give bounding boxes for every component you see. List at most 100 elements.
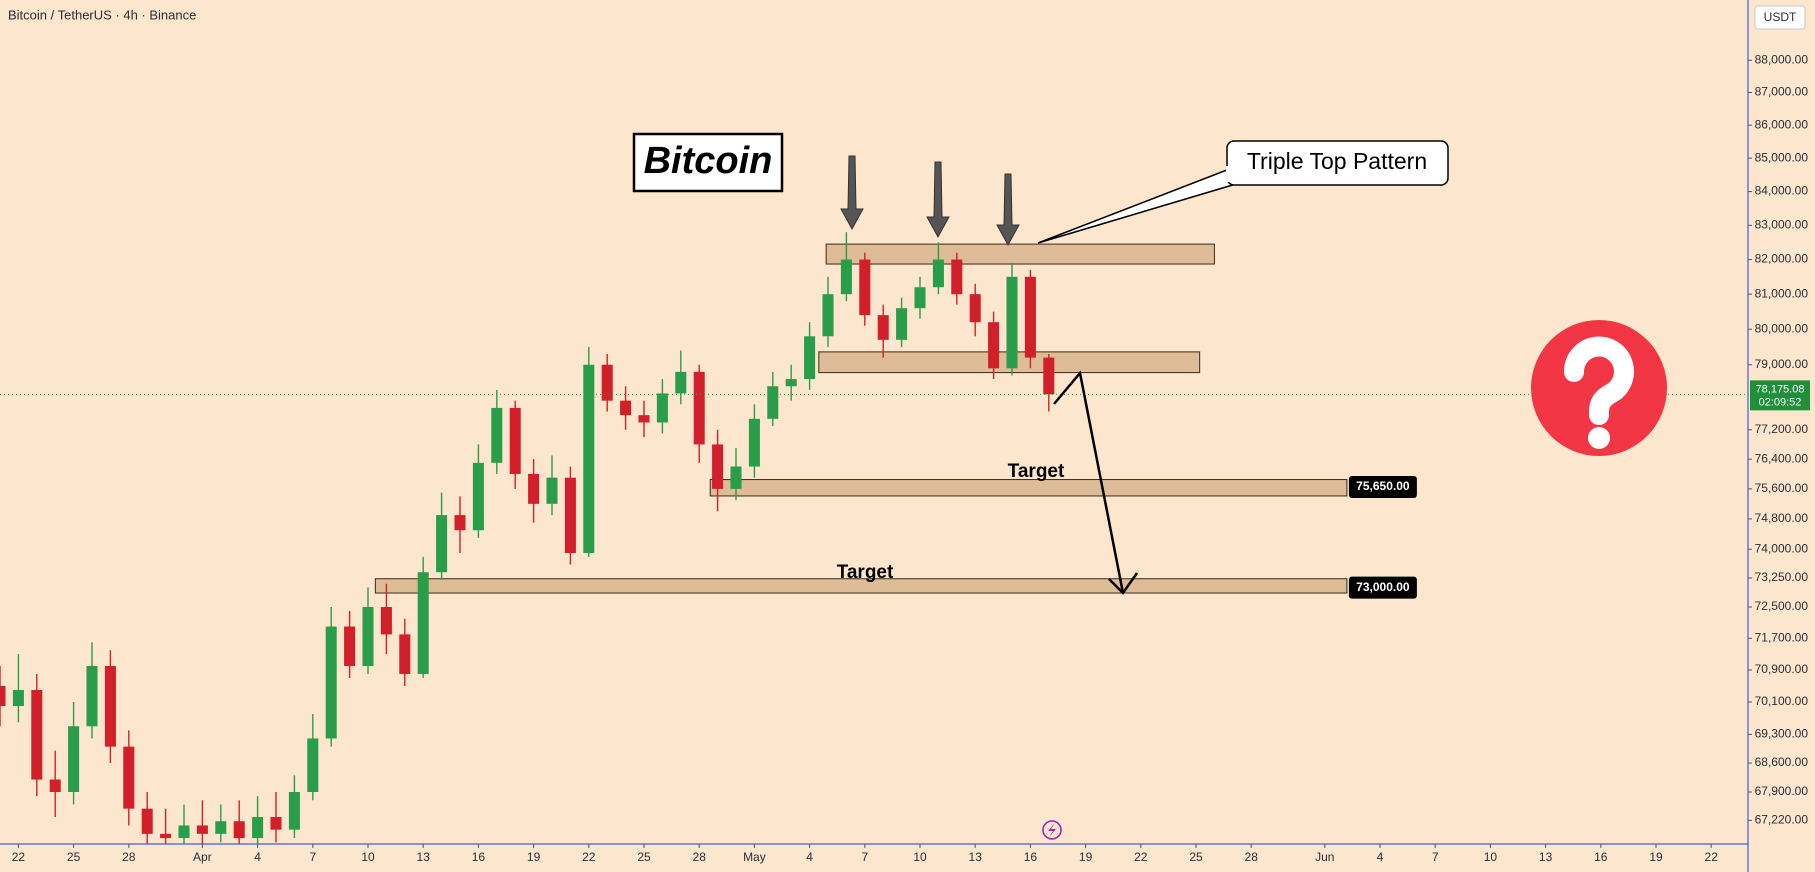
candle-body: [656, 393, 668, 423]
currency-box[interactable]: [1754, 5, 1806, 30]
candle-body: [454, 515, 466, 531]
candle-body: [932, 259, 944, 288]
candle-body: [620, 400, 632, 416]
x-tick-label: 16: [472, 850, 486, 864]
title-box: [632, 132, 784, 193]
y-tick-label: 67,900.00: [1755, 784, 1809, 798]
candle-body: [988, 322, 1000, 369]
candle-body: [509, 407, 521, 474]
y-tick-label: 87,000.00: [1755, 85, 1809, 99]
candle-body: [785, 379, 797, 387]
candle-body: [417, 572, 429, 674]
x-tick-label: 25: [637, 850, 651, 864]
candle-body: [436, 515, 448, 573]
x-tick-label: 4: [254, 850, 261, 864]
candles: [0, 232, 1748, 844]
y-tick-label: 74,000.00: [1755, 541, 1809, 555]
symbol-header: Bitcoin / TetherUS · 4h · Binance: [8, 7, 196, 22]
candle-body: [104, 666, 116, 747]
x-tick-label: 16: [1024, 850, 1038, 864]
x-tick-label: 25: [1189, 850, 1203, 864]
last-price-label: 78,175.08: [1756, 383, 1805, 395]
zone: [709, 479, 1348, 497]
candle-body: [951, 259, 963, 295]
x-tick-label: 13: [417, 850, 431, 864]
candle-body: [896, 308, 908, 340]
candle-body: [123, 746, 135, 809]
y-tick-label: 77,200.00: [1755, 422, 1809, 436]
y-tick-label: 76,400.00: [1755, 451, 1809, 465]
candle-body: [822, 294, 834, 337]
x-tick-label: 10: [361, 850, 375, 864]
x-tick-label: 25: [67, 850, 81, 864]
y-tick-label: 83,000.00: [1755, 218, 1809, 232]
candle-body: [399, 634, 411, 674]
candle-body: [564, 477, 576, 554]
y-tick-label: 70,100.00: [1755, 694, 1809, 708]
candle-body: [767, 386, 779, 419]
x-tick-label: 28: [122, 850, 136, 864]
candle-body: [325, 626, 337, 739]
y-tick-label: 88,000.00: [1755, 52, 1809, 66]
candle-body: [344, 626, 356, 667]
x-tick-label: 7: [1432, 850, 1439, 864]
peak-arrow: [840, 155, 864, 231]
candle-body: [1006, 276, 1018, 369]
candle-body: [12, 689, 24, 707]
replay-bolt[interactable]: [1048, 823, 1056, 837]
pattern-label: Triple Top Pattern: [1247, 148, 1427, 174]
candle-body: [748, 418, 760, 467]
candle-body: [730, 466, 742, 489]
y-tick-label: 74,800.00: [1755, 511, 1809, 525]
candle-body: [31, 689, 43, 780]
candle-body: [252, 817, 264, 839]
candle-body: [380, 607, 392, 635]
candle-body: [693, 371, 705, 445]
last-price-tag: [1750, 380, 1810, 411]
candle-body: [196, 825, 208, 834]
x-tick-label: Apr: [193, 850, 212, 864]
candle-body: [1043, 357, 1055, 395]
y-tick-label: 67,220.00: [1755, 813, 1809, 827]
candle-body: [840, 259, 852, 295]
x-tick-label: 22: [1134, 850, 1148, 864]
x-tick-label: Jun: [1315, 850, 1334, 864]
x-tick-label: 19: [1649, 850, 1663, 864]
y-tick-label: 68,600.00: [1755, 755, 1809, 769]
candle-body: [0, 685, 6, 707]
candle-body: [160, 833, 172, 839]
candle-body: [914, 287, 926, 309]
candle-body: [68, 726, 80, 792]
peak-arrow: [926, 161, 950, 239]
x-tick-label: 22: [582, 850, 596, 864]
question-icon: [1531, 320, 1667, 456]
candle-body: [141, 808, 153, 834]
candle-body: [877, 315, 889, 340]
candle-body: [969, 294, 981, 323]
candle-body: [288, 791, 300, 830]
x-tick-label: 13: [969, 850, 983, 864]
zone: [374, 578, 1348, 594]
x-tick-label: 7: [309, 850, 316, 864]
x-tick-label: 7: [861, 850, 868, 864]
peak-arrow: [996, 173, 1020, 247]
candle-body: [638, 415, 650, 423]
candle-body: [712, 444, 724, 489]
callout-box: [1226, 140, 1449, 186]
x-tick-label: 4: [806, 850, 813, 864]
currency-label[interactable]: USDT: [1764, 10, 1797, 24]
y-tick-label: 81,000.00: [1755, 286, 1809, 300]
target-label: Target: [1008, 461, 1065, 482]
candle-body: [270, 817, 282, 830]
x-tick-label: 19: [527, 850, 541, 864]
callout-joint: [1226, 166, 1238, 182]
x-tick-label: 28: [693, 850, 707, 864]
y-tick-label: 75,600.00: [1755, 481, 1809, 495]
candle-body: [491, 407, 503, 463]
candle-body: [215, 821, 227, 834]
candle-body: [675, 371, 687, 394]
